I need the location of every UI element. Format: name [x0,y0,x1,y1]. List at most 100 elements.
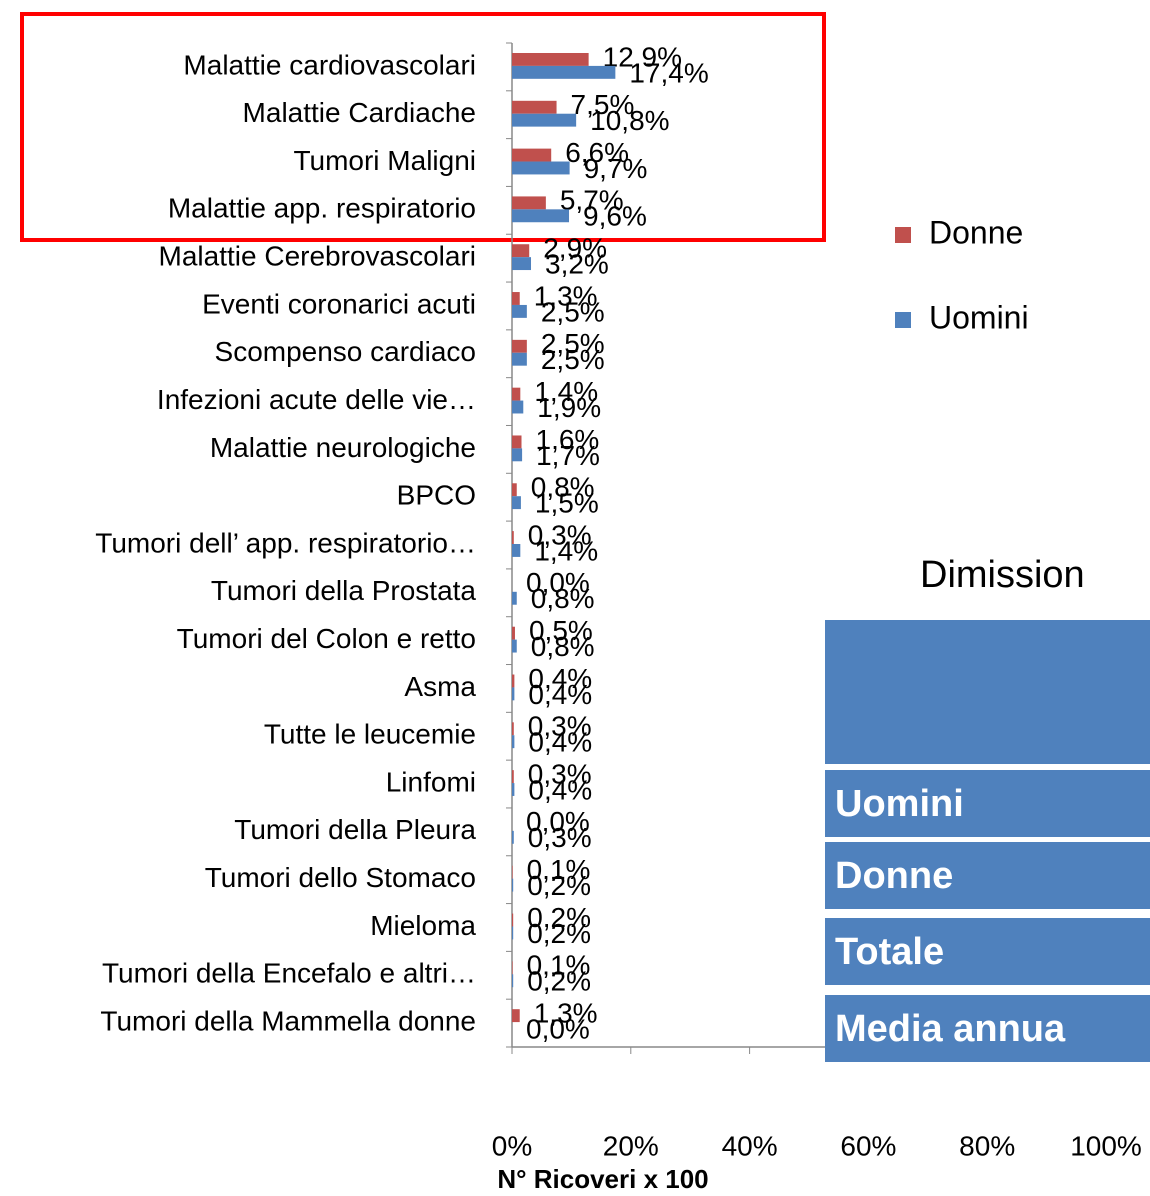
value-label: 0,4% [528,727,592,758]
value-label: 0,1% [527,854,591,885]
category-label: Mieloma [370,910,476,941]
bar [512,783,515,796]
value-label: 1,5% [535,488,599,519]
bar [512,387,521,401]
value-label: 0,4% [528,679,592,710]
bar [512,544,521,557]
bar [512,531,514,544]
table-row-label: Totale [835,931,944,973]
category-label: Tumori dello Stomaco [205,862,476,893]
bar [512,626,515,640]
category-label: Tumori della Pleura [234,814,476,845]
bar [512,687,515,701]
bar [512,722,514,736]
value-label: 9,6% [583,201,647,232]
value-label: 2,5% [541,328,605,359]
value-label: 1,3% [534,997,598,1028]
value-label: 0,2% [527,902,591,933]
value-label: 0,2% [527,918,591,949]
category-label: Tutte le leucemie [264,719,476,750]
category-label: Tumori della Prostata [211,575,476,606]
value-label: 0,8% [531,631,595,662]
table-cell [825,995,1150,1062]
bar [512,735,515,749]
category-label: Malattie Cerebrovascolari [159,241,476,272]
value-label: 17,4% [629,57,708,88]
bar [512,352,527,366]
bar [512,65,616,79]
bar [512,435,522,449]
category-label: BPCO [397,480,476,511]
category-label: Linfomi [386,766,476,797]
x-tick-label: 60% [840,1130,896,1161]
bar [512,974,514,988]
bar [512,113,577,127]
table-row-label: Media annua [835,1008,1066,1050]
bar [512,591,517,605]
category-label: Tumori del Colon e retto [177,623,476,654]
bar [512,148,552,162]
bar [512,770,514,784]
value-label: 1,3% [534,280,598,311]
category-label: Tumori dell’ app. respiratorio… [95,527,476,558]
x-tick-label: 40% [722,1130,778,1161]
legend-label: Uomini [929,299,1029,335]
value-label: 0,3% [528,758,592,789]
bar [512,830,514,844]
value-label: 9,7% [584,153,648,184]
category-label: Infezioni acute delle vie… [157,384,476,415]
legend-swatch [895,227,911,243]
value-label: 0,0% [526,1013,590,1044]
table-title: Dimission [920,554,1085,596]
table-row-label: Donne [835,855,953,897]
value-label: 0,3% [528,822,592,853]
category-label: Eventi coronarici acuti [202,288,476,319]
value-label: 3,2% [545,249,609,280]
table-cell [825,770,1150,837]
category-label: Tumori della Encefalo e altri… [102,958,476,989]
value-label: 2,5% [541,344,605,375]
bar [512,339,527,353]
value-label: 2,9% [543,233,607,264]
bar [512,483,517,497]
bar [512,100,557,114]
value-label: 0,5% [529,615,593,646]
table-header [825,620,1150,764]
table-cell [825,842,1150,909]
bar [512,913,514,927]
value-label: 0,4% [528,663,592,694]
value-label: 0,2% [527,966,591,997]
category-label: Asma [404,671,476,702]
value-label: 1,7% [536,440,600,471]
value-label: 0,4% [528,774,592,805]
bar [512,674,515,688]
value-label: 1,6% [536,424,600,455]
value-label: 7,5% [571,89,635,120]
value-label: 0,3% [528,711,592,742]
bar [512,209,570,223]
bar [512,52,589,66]
legend-label: Donne [929,214,1023,250]
bar [512,400,524,414]
bar [512,878,514,892]
bar [512,304,527,318]
value-label: 0,2% [527,870,591,901]
value-label: 1,9% [537,392,601,423]
value-label: 1,4% [534,535,598,566]
bar [512,865,513,879]
value-label: 0,8% [531,583,595,614]
bar [512,926,514,940]
category-label: Malattie cardiovascolari [183,49,476,80]
bar [512,961,513,975]
legend-swatch [895,312,911,328]
x-tick-label: 20% [603,1130,659,1161]
category-label: Malattie neurologiche [210,432,476,463]
bar [512,1009,520,1023]
bar [512,196,546,210]
x-tick-label: 100% [1070,1130,1142,1161]
value-label: 0,0% [526,567,590,598]
bar [512,161,570,175]
bar [512,448,523,462]
value-label: 0,0% [526,806,590,837]
